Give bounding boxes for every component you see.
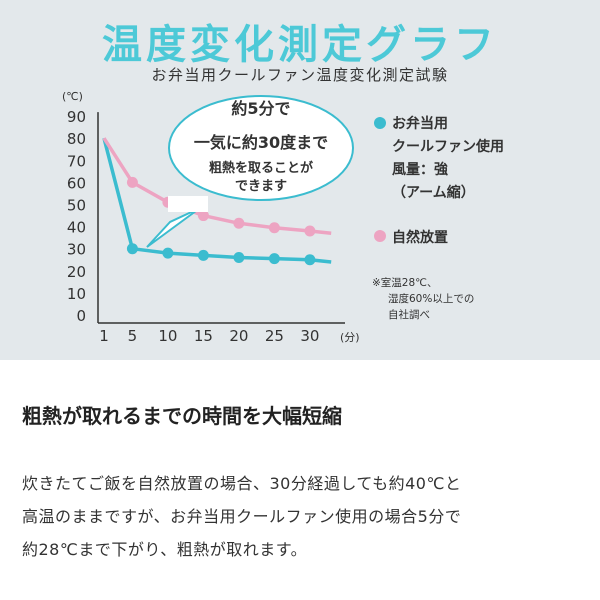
series-point-2 — [233, 217, 245, 229]
series-point-2 — [304, 225, 316, 237]
x-axis-unit: (分) — [340, 331, 360, 344]
x-tick-label: 20 — [229, 327, 248, 345]
y-tick-label: 40 — [67, 219, 86, 237]
y-tick-label: 80 — [67, 130, 86, 148]
series-point-2 — [126, 176, 138, 188]
x-tick-label: 10 — [158, 327, 177, 345]
y-tick-label: 60 — [67, 174, 86, 192]
chart-note: ※室温28℃、 — [372, 276, 437, 289]
x-tick-label: 5 — [128, 327, 138, 345]
x-tick-label: 15 — [194, 327, 213, 345]
callout-line: 約5分で — [231, 99, 290, 118]
series-point-1 — [162, 247, 174, 259]
chart-title: 温度変化測定グラフ — [102, 22, 498, 68]
chart-panel: 温度変化測定グラフ お弁当用クールファン温度変化測定試験 0 10 20 30 40 50… — [0, 0, 600, 360]
callout-line: 粗熱を取ることが — [209, 160, 313, 176]
callout-pointer-mask — [168, 196, 208, 212]
callout-pointer — [146, 207, 201, 248]
y-tick-label: 0 — [76, 307, 86, 325]
y-tick-label: 70 — [67, 152, 86, 170]
series-point-1 — [126, 243, 138, 255]
series-line-2 — [102, 137, 332, 235]
legend-label: 風量：強 — [392, 161, 448, 178]
body-line: 約28℃まで下がり、粗熱が取れます。 — [22, 540, 308, 559]
y-tick-label: 20 — [67, 263, 86, 281]
legend-label: （アーム縮） — [392, 184, 475, 201]
y-tick-label: 10 — [67, 285, 86, 303]
legend-label: 自然放置 — [392, 229, 448, 246]
legend-marker — [374, 117, 386, 129]
y-axis-unit: (℃) — [62, 90, 83, 103]
x-tick-label: 1 — [99, 327, 109, 345]
series-point-1 — [197, 249, 209, 261]
x-tick-label: 30 — [300, 327, 319, 345]
callout-line: 一気に約30度まで — [194, 133, 328, 152]
chart-subtitle: お弁当用クールファン温度変化測定試験 — [151, 66, 449, 84]
article-body: 炊きたてご飯を自然放置の場合、30分経過しても約40℃と 高温のままですが、お弁… — [22, 467, 582, 566]
series-point-1 — [268, 253, 280, 265]
series-point-2 — [268, 222, 280, 234]
chart-note: 湿度60%以上での — [388, 292, 474, 305]
y-tick-label: 50 — [67, 197, 86, 215]
body-line: 炊きたてご飯を自然放置の場合、30分経過しても約40℃と — [22, 474, 462, 493]
article-headline: 粗熱が取れるまでの時間を大幅短縮 — [22, 404, 342, 428]
x-tick-label: 25 — [265, 327, 284, 345]
legend-label: お弁当用 — [392, 115, 448, 132]
legend-label: クールファン使用 — [392, 138, 504, 155]
legend-marker — [374, 230, 386, 242]
y-tick-label: 90 — [67, 108, 86, 126]
series-point-1 — [233, 252, 245, 264]
body-line: 高温のままですが、お弁当用クールファン使用の場合5分で — [22, 507, 462, 526]
series-point-2 — [197, 210, 209, 222]
series-line-1 — [102, 137, 332, 264]
y-tick-label: 30 — [67, 241, 86, 259]
callout-line: できます — [235, 179, 287, 194]
callout-bubble — [168, 95, 354, 201]
series-point-1 — [304, 254, 316, 266]
chart-note: 自社調べ — [388, 308, 430, 321]
